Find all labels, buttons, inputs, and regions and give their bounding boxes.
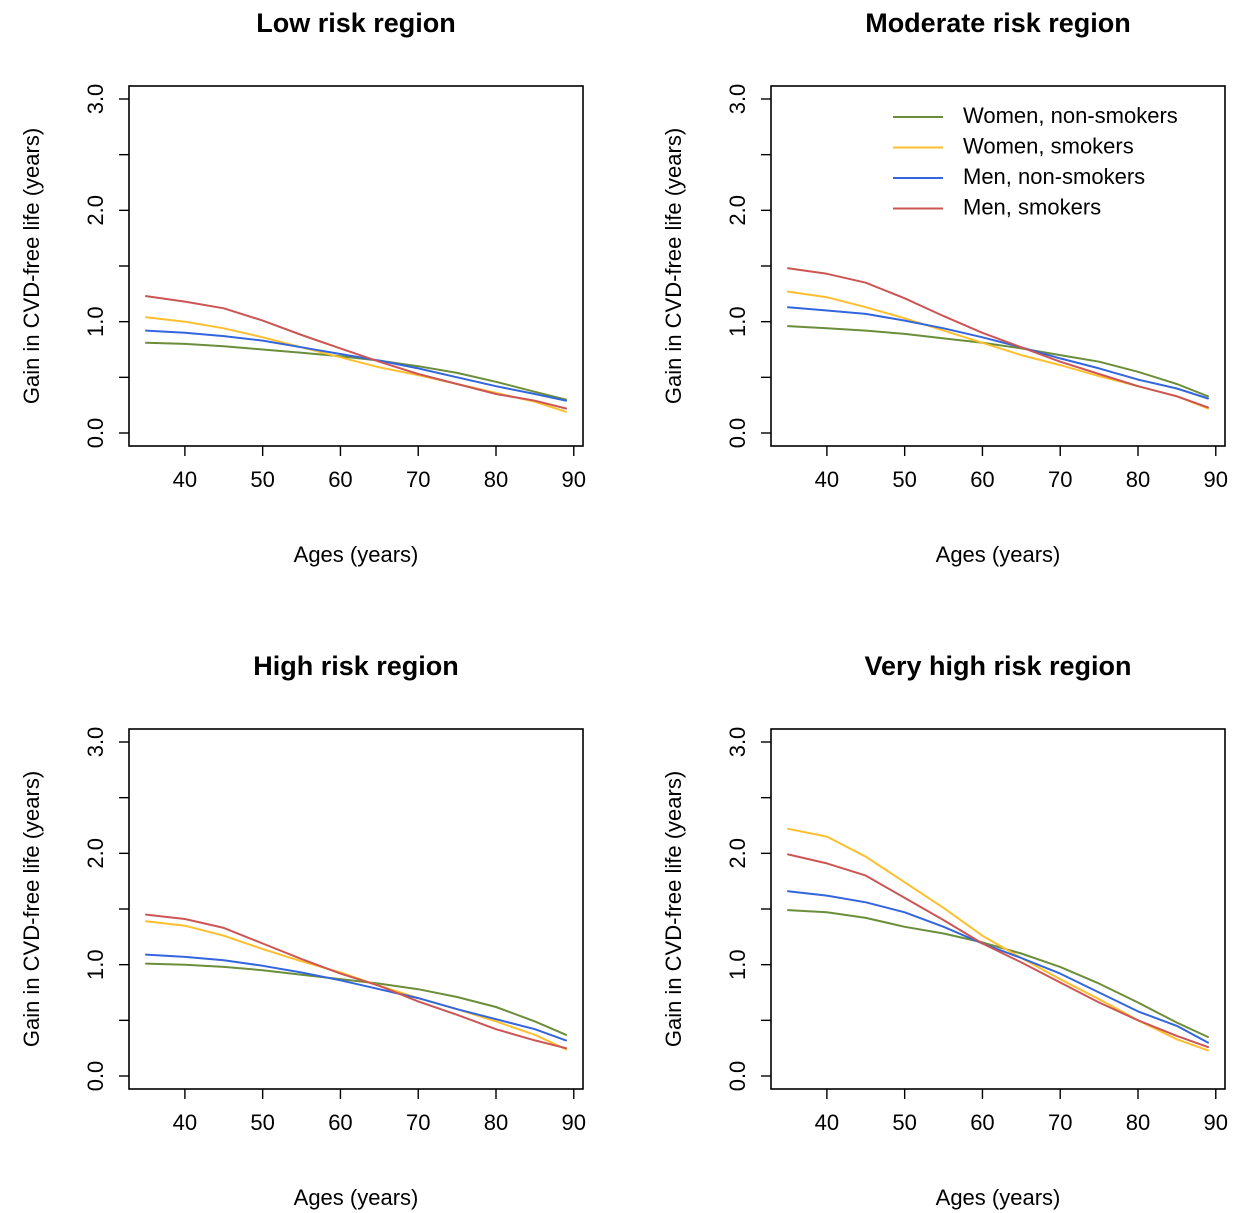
- x-tick-label: 60: [328, 467, 352, 492]
- chart-title: Very high risk region: [864, 651, 1131, 681]
- y-axis-label: Gain in CVD-free life (years): [661, 128, 686, 404]
- x-tick-label: 80: [484, 467, 508, 492]
- y-axis-label: Gain in CVD-free life (years): [661, 771, 686, 1047]
- y-tick-label: 2.0: [725, 838, 750, 869]
- y-tick-label: 0.0: [725, 1061, 750, 1092]
- x-tick-label: 50: [892, 1110, 916, 1135]
- x-tick-label: 60: [970, 1110, 994, 1135]
- series-line-men-non-smokers: [145, 329, 567, 402]
- x-tick-label: 40: [173, 467, 197, 492]
- x-axis-label: Ages (years): [294, 542, 419, 567]
- x-axis-label: Ages (years): [936, 542, 1061, 567]
- chart-panel-2: Moderate risk region 40 50 60 70 80 90 0.0 1.0 2.…: [661, 8, 1228, 567]
- y-tick-label: 3.0: [725, 84, 750, 115]
- legend: Women, non-smokers Women, smokers Men, non…: [893, 103, 1178, 219]
- x-tick-label: 50: [892, 467, 916, 492]
- x-tick-label: 50: [250, 467, 274, 492]
- x-tick-label: 90: [562, 467, 586, 492]
- series-line-women-non-smokers: [145, 962, 567, 1036]
- y-tick-label: 2.0: [725, 195, 750, 226]
- x-axis-label: Ages (years): [936, 1185, 1061, 1210]
- legend-label-men-smokers: Men, smokers: [963, 194, 1101, 219]
- y-tick-label: 0.0: [83, 418, 108, 449]
- series-line-men-smokers: [145, 913, 567, 1050]
- series-line-women-smokers: [787, 290, 1209, 410]
- series-line-men-smokers: [787, 267, 1209, 409]
- x-tick-label: 80: [1126, 1110, 1150, 1135]
- series-line-men-non-smokers: [787, 890, 1209, 1044]
- chart-panel-1: Low risk region 40 50 60 70 80 90 0.0 1.0 2.0 3.0 A…: [19, 8, 586, 567]
- chart-panel-4: Very high risk region 40 50 60 70 80 90 0.0 1.0 2…: [661, 651, 1228, 1210]
- y-axis-label: Gain in CVD-free life (years): [19, 128, 44, 404]
- chart-panel-3: High risk region 40 50 60 70 80 90 0.0 1.0 2.0 3.0…: [19, 651, 586, 1210]
- x-tick-label: 90: [1204, 467, 1228, 492]
- chart-title: Moderate risk region: [865, 8, 1131, 38]
- x-tick-label: 70: [406, 467, 430, 492]
- y-tick-label: 3.0: [83, 84, 108, 115]
- series-line-women-smokers: [145, 316, 567, 413]
- x-axis-label: Ages (years): [294, 1185, 419, 1210]
- x-tick-label: 80: [484, 1110, 508, 1135]
- series-line-women-non-smokers: [145, 341, 567, 401]
- y-tick-label: 1.0: [83, 306, 108, 337]
- y-tick-label: 1.0: [83, 949, 108, 980]
- y-tick-label: 0.0: [83, 1061, 108, 1092]
- legend-label-women-non-smokers: Women, non-smokers: [963, 103, 1178, 128]
- plot-frame: [128, 85, 584, 447]
- y-tick-label: 2.0: [83, 838, 108, 869]
- x-tick-label: 60: [328, 1110, 352, 1135]
- x-tick-label: 70: [1048, 1110, 1072, 1135]
- series-line-men-non-smokers: [787, 306, 1209, 400]
- x-tick-label: 90: [562, 1110, 586, 1135]
- y-tick-label: 1.0: [725, 306, 750, 337]
- plot-frame: [770, 728, 1226, 1090]
- x-tick-label: 40: [815, 1110, 839, 1135]
- x-tick-label: 40: [815, 467, 839, 492]
- x-tick-label: 50: [250, 1110, 274, 1135]
- series-line-men-non-smokers: [145, 953, 567, 1042]
- y-axis-label: Gain in CVD-free life (years): [19, 771, 44, 1047]
- series-line-women-non-smokers: [787, 325, 1209, 398]
- legend-label-women-smokers: Women, smokers: [963, 133, 1134, 158]
- series-line-men-smokers: [787, 853, 1209, 1049]
- series-line-women-smokers: [145, 920, 567, 1051]
- chart-title: Low risk region: [256, 8, 456, 38]
- y-tick-label: 3.0: [725, 727, 750, 758]
- chart-title: High risk region: [253, 651, 459, 681]
- x-tick-label: 40: [173, 1110, 197, 1135]
- x-tick-label: 60: [970, 467, 994, 492]
- x-tick-label: 70: [406, 1110, 430, 1135]
- y-tick-label: 2.0: [83, 195, 108, 226]
- x-tick-label: 80: [1126, 467, 1150, 492]
- series-line-women-smokers: [787, 827, 1209, 1052]
- y-tick-label: 0.0: [725, 418, 750, 449]
- y-tick-label: 3.0: [83, 727, 108, 758]
- legend-label-men-non-smokers: Men, non-smokers: [963, 164, 1145, 189]
- y-tick-label: 1.0: [725, 949, 750, 980]
- x-tick-label: 70: [1048, 467, 1072, 492]
- x-tick-label: 90: [1204, 1110, 1228, 1135]
- series-line-women-non-smokers: [787, 909, 1209, 1038]
- series-line-men-smokers: [145, 295, 567, 410]
